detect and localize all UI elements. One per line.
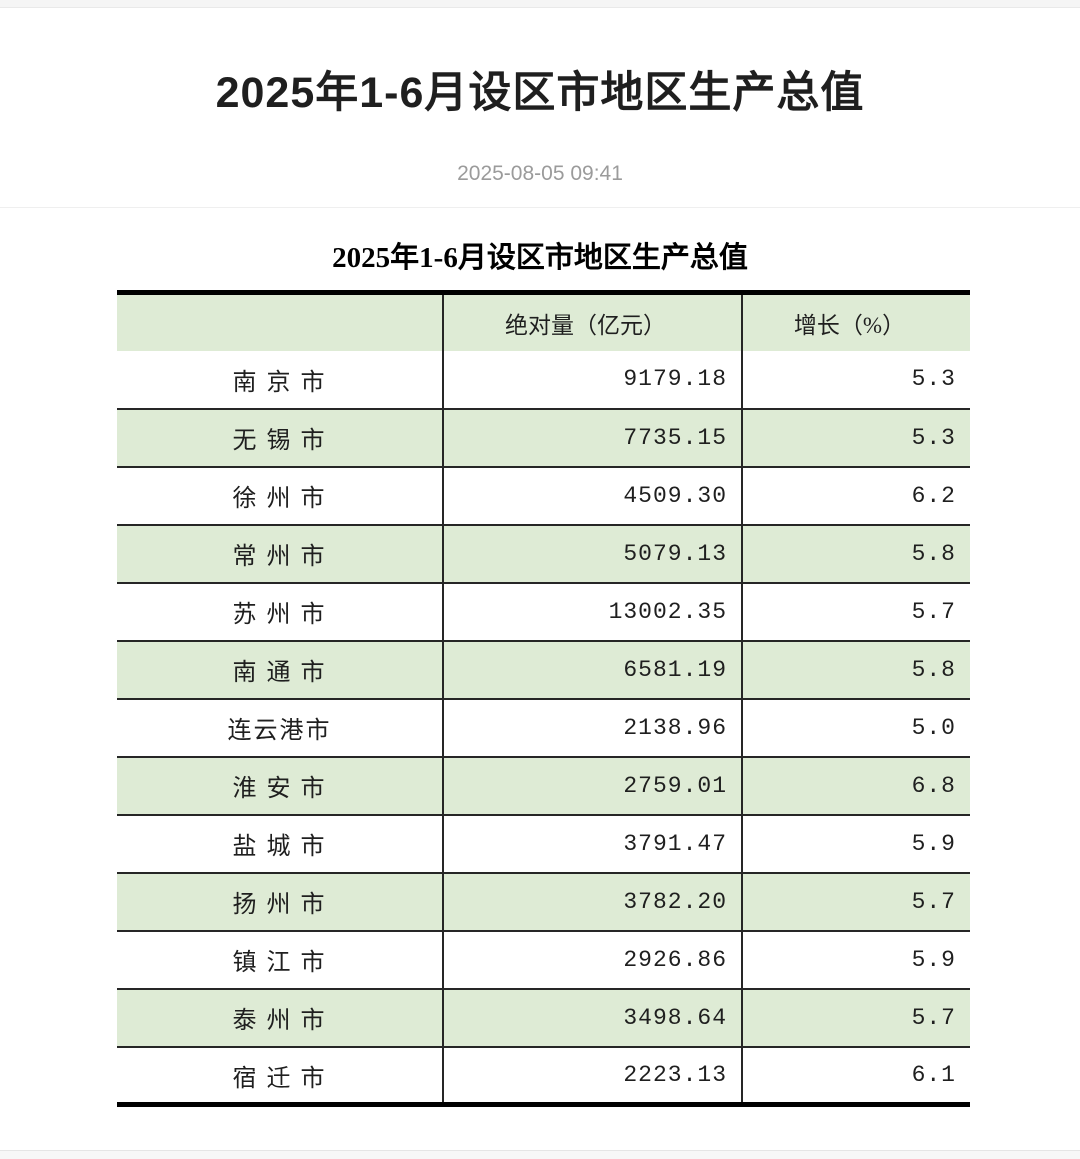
growth-cell: 5.7	[911, 888, 956, 915]
city-cell: 常 州 市	[117, 524, 444, 583]
bottom-strip	[0, 1150, 1080, 1159]
city-cell: 盐 城 市	[117, 814, 444, 873]
table-row: 盐 城 市 3791.47 5.9	[117, 814, 970, 873]
growth-cell: 5.0	[911, 714, 956, 741]
city-cell: 镇 江 市	[117, 930, 444, 989]
value-cell: 2223.13	[443, 1046, 743, 1105]
city-cell: 徐 州 市	[117, 466, 444, 525]
header-cell-city	[117, 292, 444, 351]
table-row: 常 州 市 5079.13 5.8	[117, 524, 970, 583]
growth-cell: 5.9	[911, 830, 956, 857]
publish-date: 2025-08-05 09:41	[457, 162, 623, 186]
growth-cell: 5.7	[911, 1004, 956, 1031]
value-cell: 2138.96	[443, 698, 743, 757]
table-header-row: 绝对量（亿元） 增长（%）	[117, 292, 970, 351]
city-cell: 连云港市	[117, 698, 444, 757]
table-row: 南 京 市 9179.18 5.3	[117, 350, 970, 409]
value-cell: 13002.35	[443, 582, 743, 641]
growth-cell: 5.3	[911, 424, 956, 451]
value-cell: 3791.47	[443, 814, 743, 873]
growth-cell: 6.8	[911, 772, 956, 799]
city-cell: 宿 迁 市	[117, 1046, 444, 1105]
value-cell: 6581.19	[443, 640, 743, 699]
value-cell: 2759.01	[443, 756, 743, 815]
growth-cell: 5.9	[911, 946, 956, 973]
value-cell: 4509.30	[443, 466, 743, 525]
city-cell: 南 通 市	[117, 640, 444, 699]
table-row: 宿 迁 市 2223.13 6.1	[117, 1046, 970, 1105]
header-divider	[0, 207, 1080, 209]
table-header: 绝对量（亿元） 增长（%）	[117, 292, 970, 351]
value-cell: 9179.18	[443, 350, 743, 409]
table-row: 苏 州 市 13002.35 5.7	[117, 582, 970, 641]
value-cell: 2926.86	[443, 930, 743, 989]
table-row: 徐 州 市 4509.30 6.2	[117, 466, 970, 525]
table-row: 淮 安 市 2759.01 6.8	[117, 756, 970, 815]
city-cell: 苏 州 市	[117, 582, 444, 641]
table-row: 扬 州 市 3782.20 5.7	[117, 872, 970, 931]
page-title: 2025年1-6月设区市地区生产总值	[215, 69, 865, 117]
value-cell: 3782.20	[443, 872, 743, 931]
table-row: 南 通 市 6581.19 5.8	[117, 640, 970, 699]
table-row: 无 锡 市 7735.15 5.3	[117, 408, 970, 467]
city-cell: 无 锡 市	[117, 408, 444, 467]
growth-cell: 6.1	[911, 1062, 956, 1089]
gdp-table: 绝对量（亿元） 增长（%） 南 京 市 9179.18 5.3 无 锡 市 7735.1…	[117, 290, 970, 1108]
city-cell: 淮 安 市	[117, 756, 444, 815]
table-row: 连云港市 2138.96 5.0	[117, 698, 970, 757]
value-cell: 5079.13	[443, 524, 743, 583]
city-cell: 泰 州 市	[117, 988, 444, 1047]
table-body: 南 京 市 9179.18 5.3 无 锡 市 7735.15 5.3 徐 州 市 4509.…	[117, 350, 970, 1105]
growth-cell: 5.7	[911, 598, 956, 625]
table-row: 镇 江 市 2926.86 5.9	[117, 930, 970, 989]
value-cell: 7735.15	[443, 408, 743, 467]
city-cell: 扬 州 市	[117, 872, 444, 931]
table-row: 泰 州 市 3498.64 5.7	[117, 988, 970, 1047]
city-cell: 南 京 市	[117, 350, 444, 409]
table-caption: 2025年1-6月设区市地区生产总值	[332, 242, 748, 275]
value-cell: 3498.64	[443, 988, 743, 1047]
growth-cell: 5.3	[911, 366, 956, 393]
growth-cell: 6.2	[911, 482, 956, 509]
growth-cell: 5.8	[911, 540, 956, 567]
header-cell-absolute-value: 绝对量（亿元）	[443, 292, 743, 351]
top-strip	[0, 0, 1080, 8]
growth-cell: 5.8	[911, 656, 956, 683]
header-cell-growth: 增长（%）	[793, 313, 906, 339]
